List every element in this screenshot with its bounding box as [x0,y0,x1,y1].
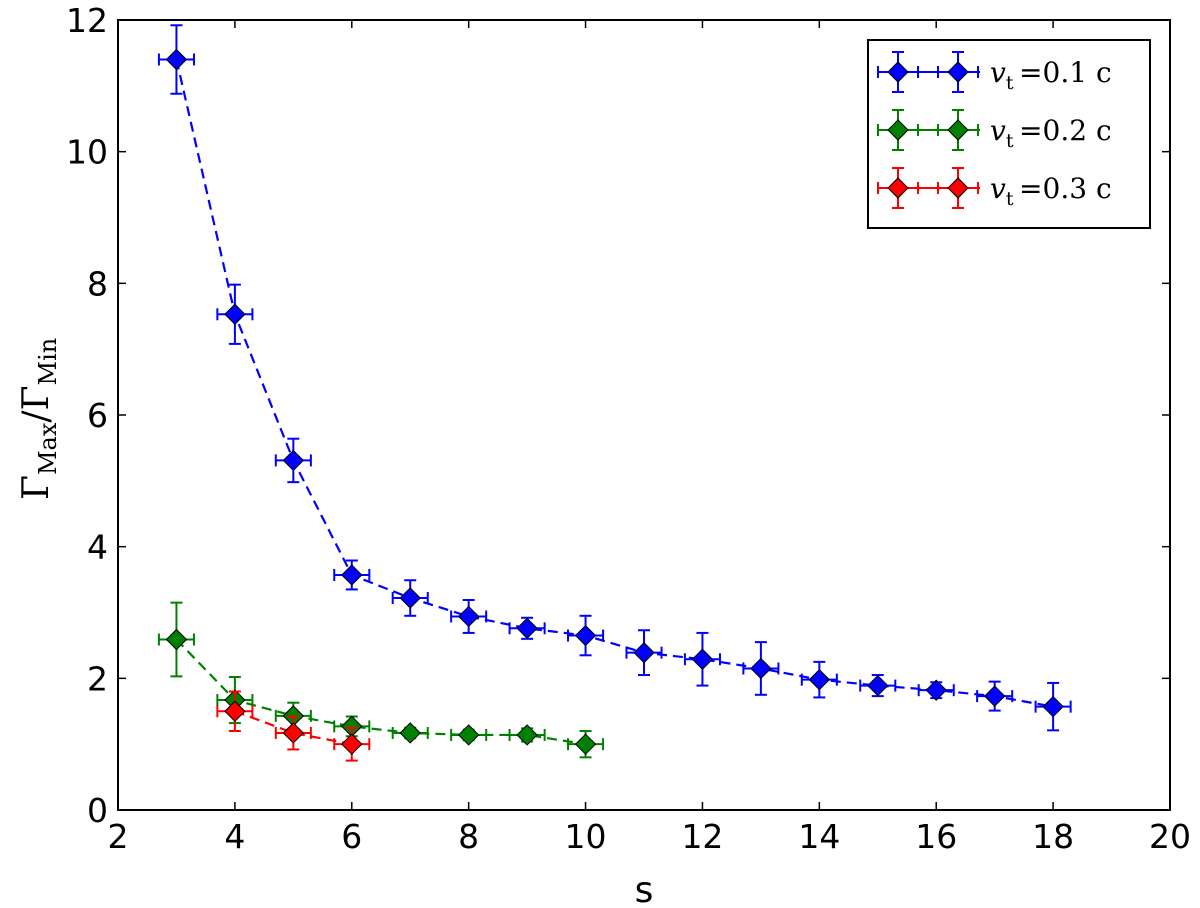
y-tick-label: 4 [87,528,108,567]
legend-label: vt =0.3 c [990,172,1112,210]
series-line [234,710,352,746]
series-layer [157,24,1072,762]
data-point [457,724,480,746]
x-tick-label: 6 [341,817,362,856]
y-label-base: Γ [16,475,57,500]
legend: vt =0.1 c vt =0.2 c vt =0.3 c [867,39,1151,229]
legend-item: vt =0.3 c [877,167,1112,210]
legend-marker [887,61,909,83]
legend-label: vt =0.2 c [990,114,1112,152]
legend-marker [887,119,909,141]
data-point [1042,695,1064,718]
data-point [867,674,889,697]
data-point [399,587,421,609]
data-point [574,733,597,755]
legend-marker [947,119,969,141]
y-tick-label: 10 [66,133,108,172]
legend-marker [887,177,909,199]
x-tick-label: 14 [798,817,840,856]
y-tick-label: 0 [87,791,108,830]
x-tick-label: 4 [224,817,245,856]
x-tick-label: 12 [681,817,723,856]
svg-text:ΓMax/ΓMin: ΓMax/ΓMin [16,338,62,500]
data-point [925,679,947,701]
series-1 [157,24,1072,732]
legend-marker [947,177,969,199]
y-tick-label: 8 [87,264,108,303]
data-point [224,303,246,325]
data-point [399,722,421,744]
data-point [341,733,363,755]
legend-item: vt =0.1 c [877,51,1112,94]
data-point [691,648,714,670]
data-point [574,624,597,647]
series-3 [216,690,371,762]
x-tick-label: 8 [458,817,479,856]
data-point [282,449,305,472]
y-label-slash: / [16,410,57,423]
x-tick-label: 10 [565,817,607,856]
series-line [175,59,1054,708]
data-point [750,657,772,680]
data-point [516,724,538,746]
data-point [457,605,480,628]
legend-label: vt =0.1 c [990,56,1112,94]
y-tick-label: 2 [87,659,108,698]
y-label-num-sub: Max [34,422,62,475]
data-point [165,48,188,71]
data-point [341,564,363,586]
data-point [165,628,188,651]
y-label-den-sub: Min [34,338,62,386]
data-point [224,700,246,722]
data-point [633,641,655,664]
x-axis-label: s [635,870,654,908]
data-point [516,617,538,640]
y-tick-label: 12 [66,1,108,40]
x-tick-label: 16 [915,817,957,856]
x-tick-label: 20 [1149,817,1191,856]
data-point [282,722,305,744]
data-point [808,668,831,691]
y-axis-label: ΓMax/ΓMin [16,338,62,500]
legend-marker [947,61,969,83]
series-2 [157,601,605,759]
x-tick-label: 18 [1032,817,1074,856]
legend-item: vt =0.2 c [877,109,1112,152]
y-tick-label: 6 [87,396,108,435]
data-point [983,685,1006,707]
y-label-base-den: Γ [16,385,57,410]
x-tick-label: 2 [108,817,129,856]
